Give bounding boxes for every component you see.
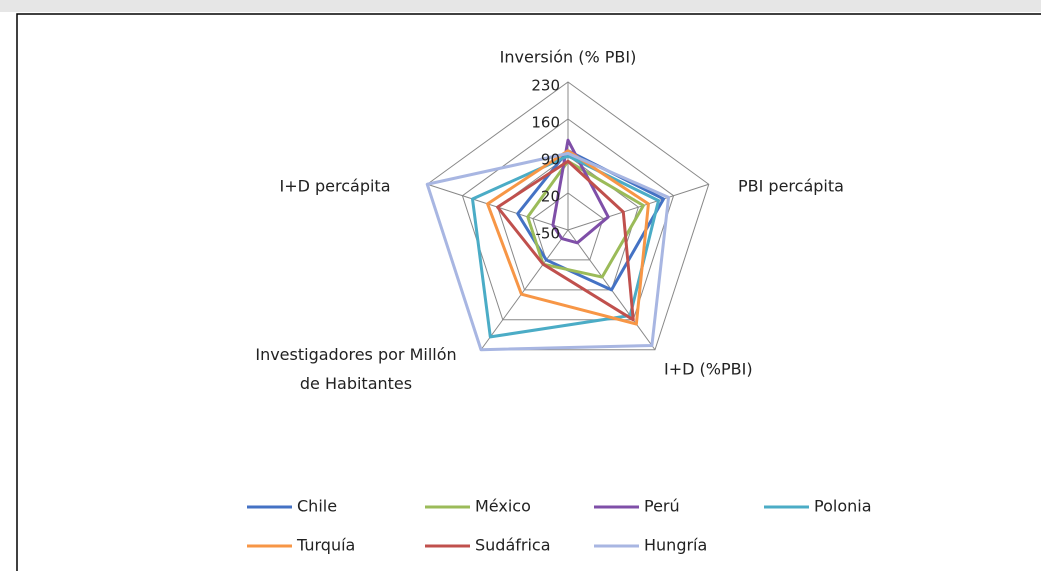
tick-label: 90 [541,151,560,169]
category-label: I+D (%PBI) [664,360,753,379]
category-label-line: Investigadores por Millón [255,345,456,364]
grid-line [461,118,675,321]
legend-label: Perú [644,497,680,516]
category-label: I+D percápita [279,177,390,196]
series-line [470,154,660,339]
category-label: PBI percápita [738,177,844,196]
legend-label: Hungría [644,536,707,555]
legend-label: Turquía [296,536,355,555]
series-line [425,151,671,352]
category-label-line: de Habitantes [300,374,412,393]
tick-label: 20 [541,188,560,206]
tick-label: -50 [536,225,561,243]
legend-label: Chile [297,497,337,516]
tick-label: 160 [531,114,560,132]
frame [16,13,1041,571]
series-line [516,149,666,292]
grid-line [532,192,604,261]
axis-spoke [480,229,569,351]
axis-spoke [567,183,709,231]
series-line [526,159,645,279]
header-strip [0,0,1041,12]
legend-label: Polonia [814,497,872,516]
tick-label: 230 [531,77,560,95]
legend-label: México [475,497,531,516]
category-label: Investigadores por Millón de Habitantes [255,345,456,393]
category-label: Inversión (% PBI) [500,48,637,67]
legend-label: Sudáfrica [475,536,551,555]
grid-line [426,81,710,351]
series-line [551,138,610,245]
series-line [496,159,635,322]
series-line [486,149,650,326]
